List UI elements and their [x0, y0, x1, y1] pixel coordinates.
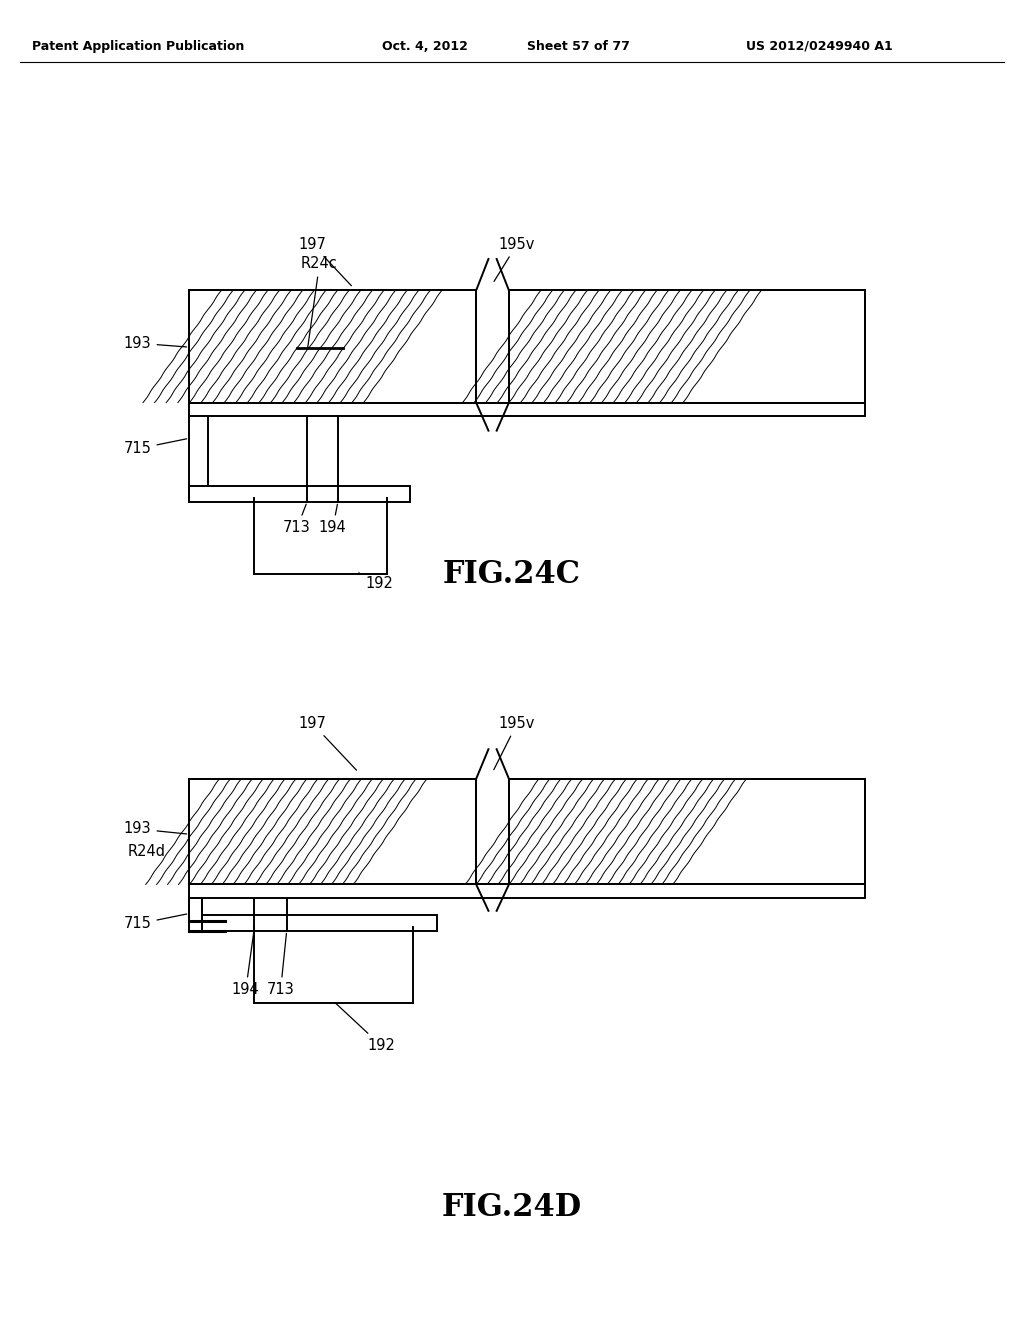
Text: FIG.24D: FIG.24D [442, 1192, 582, 1224]
Text: 197: 197 [298, 236, 351, 285]
Bar [189, 779, 476, 884]
Text: 197: 197 [298, 715, 356, 770]
Text: 192: 192 [335, 1002, 395, 1053]
Text: 194: 194 [231, 933, 260, 998]
Text: 193: 193 [124, 821, 186, 837]
Bar [189, 898, 202, 921]
Text: R24c: R24c [301, 256, 338, 348]
Text: 715: 715 [124, 913, 186, 932]
Bar [189, 403, 865, 416]
Text: 713: 713 [283, 504, 311, 536]
Text: 192: 192 [358, 573, 393, 591]
Text: 194: 194 [318, 504, 347, 536]
Text: 195v: 195v [494, 236, 536, 281]
Text: 715: 715 [124, 438, 186, 457]
Text: 713: 713 [266, 933, 295, 998]
Bar [202, 915, 437, 931]
Text: R24d: R24d [127, 843, 166, 859]
Text: Patent Application Publication: Patent Application Publication [32, 40, 245, 53]
Text: Oct. 4, 2012: Oct. 4, 2012 [382, 40, 468, 53]
Bar [509, 779, 865, 884]
Text: Sheet 57 of 77: Sheet 57 of 77 [527, 40, 630, 53]
Bar [189, 884, 865, 898]
Text: 195v: 195v [494, 715, 536, 770]
Bar [189, 290, 476, 403]
Bar [189, 486, 410, 502]
Bar [509, 290, 865, 403]
Text: 193: 193 [124, 335, 186, 351]
Text: US 2012/0249940 A1: US 2012/0249940 A1 [745, 40, 893, 53]
Text: FIG.24C: FIG.24C [443, 558, 581, 590]
